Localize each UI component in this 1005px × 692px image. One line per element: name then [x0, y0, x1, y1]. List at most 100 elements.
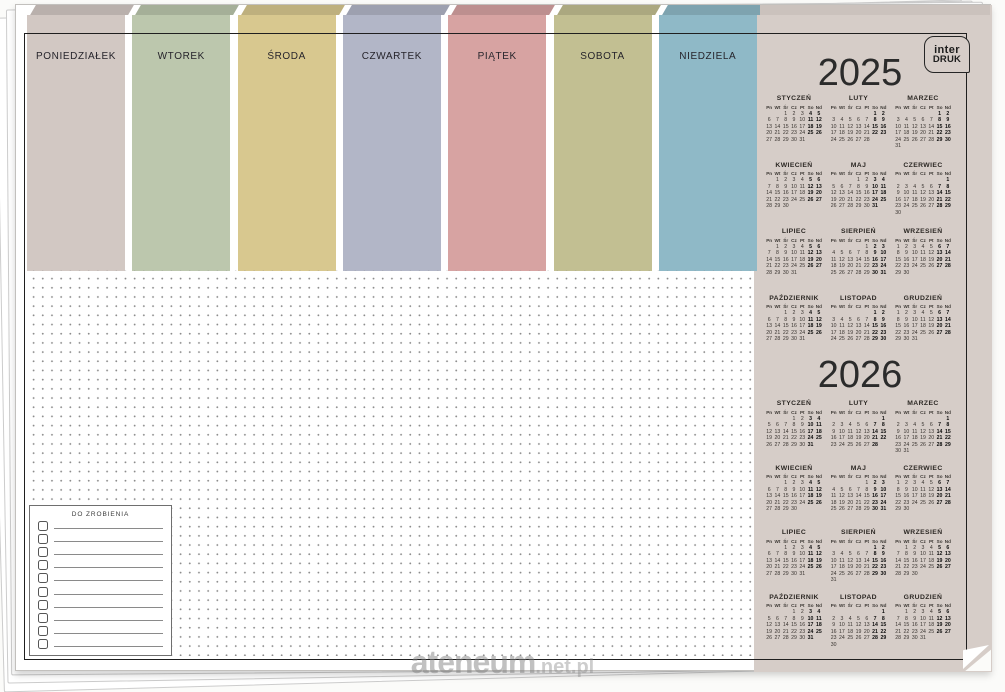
day-cell: 25 [839, 570, 845, 577]
day-cell: 12 [936, 615, 943, 622]
empty-day-cell [846, 177, 854, 184]
weekday-header-cell: So [807, 409, 814, 415]
month-day-grid: Pn Wt Śr Cz Pt So Nd 1 2 3 4 5 6 7 8 9 10 11 12 13 14 15 16 17 1… [830, 238, 888, 277]
weekday-header-cell: Nd [880, 237, 887, 243]
day-cell: 17 [911, 323, 918, 330]
todo-row [36, 625, 165, 638]
weekday-header-cell: Pn [895, 538, 902, 544]
mini-month: GRUDZIEŃ Pn Wt Śr Cz Pt So Nd 1 2 3 4 5 6 7 8 9 10 11 12 13 1… [894, 594, 952, 659]
day-cell: 10 [903, 428, 910, 435]
day-cell: 20 [936, 323, 943, 330]
day-cell: 18 [807, 323, 814, 330]
day-cell: 25 [799, 196, 806, 203]
day-cell: 15 [791, 622, 797, 629]
todo-write-line [54, 619, 163, 621]
day-cell: 6 [865, 615, 869, 622]
day-cell: 25 [807, 564, 814, 571]
day-cell: 20 [766, 130, 773, 137]
day-cell: 20 [766, 499, 773, 506]
todo-checkbox [38, 586, 48, 597]
day-cell: 3 [913, 310, 917, 316]
day-cell: 7 [848, 183, 852, 190]
day-cell: 29 [895, 269, 902, 276]
weekday-header-cell: Nd [815, 474, 822, 479]
day-cell: 8 [784, 551, 788, 558]
weekday-header-cell: Pt [864, 237, 870, 243]
day-cell: 17 [911, 256, 918, 263]
weekday-header-cell: Śr [847, 409, 853, 415]
day-cell: 26 [928, 329, 935, 336]
day-cell: 17 [799, 323, 806, 330]
empty-day-cell [894, 545, 902, 552]
day-cell: 9 [873, 486, 877, 493]
desk-pad-sheet: inter DRUK 2025 STYCZEŃ Pn Wt Śr Cz Pt So Nd 1 2 3 4… [15, 4, 992, 672]
empty-day-cell [830, 310, 838, 317]
day-cell: 18 [839, 564, 845, 571]
day-cell: 27 [766, 136, 773, 143]
day-cell: 9 [913, 615, 917, 622]
weekday-header-cell: Nd [815, 409, 822, 415]
day-column-4: CZWARTEK [342, 15, 441, 271]
day-cell: 20 [839, 196, 845, 203]
day-cell: 11 [839, 557, 845, 564]
weekday-header-cell: Pn [895, 171, 902, 176]
interdruk-logo: inter DRUK [924, 36, 970, 73]
day-cell: 1 [896, 480, 900, 486]
weekday-header-cell: Pt [864, 171, 870, 176]
todo-checkbox [38, 599, 48, 610]
top-edge-segment [451, 5, 556, 15]
day-cell: 3 [800, 544, 804, 551]
day-cell: 25 [839, 336, 845, 343]
day-cell: 8 [881, 615, 885, 622]
weekday-header-cell: So [936, 538, 943, 544]
day-cell: 26 [839, 269, 845, 276]
day-cell: 15 [791, 428, 797, 435]
day-cell: 6 [767, 117, 771, 124]
weekday-header-cell: Pn [895, 409, 902, 415]
empty-day-cell [919, 416, 927, 423]
day-cell: 30 [791, 570, 797, 577]
weekday-header-cell: Śr [847, 237, 853, 243]
day-cell: 15 [895, 493, 902, 500]
todo-checkbox [38, 573, 48, 584]
empty-day-cell [894, 111, 902, 118]
day-cell: 4 [809, 310, 812, 316]
month-name: LIPIEC [781, 529, 807, 536]
weekday-header-cell: So [807, 104, 814, 110]
day-cell: 14 [863, 123, 870, 130]
empty-day-cell [838, 177, 846, 184]
month-day-grid: Pn Wt Śr Cz Pt So Nd 1 2 3 4 5 6 7 8 9 10 11 12 13 14 15 16 17 1… [765, 539, 823, 578]
mini-month: PAŹDZIERNIK Pn Wt Śr Cz Pt So Nd 1 2 3 4 5 6 7 8 9 10 11 12… [765, 594, 823, 659]
day-cell: 1 [784, 480, 788, 486]
day-cell: 6 [840, 183, 844, 190]
day-cell: 9 [792, 551, 796, 558]
weekday-header-cell: Cz [791, 237, 797, 243]
todo-checkbox [38, 612, 48, 623]
day-cell: 15 [782, 557, 789, 564]
empty-day-cell [846, 111, 854, 118]
day-cell: 23 [895, 203, 902, 210]
day-cell: 8 [784, 316, 788, 323]
empty-day-cell [830, 111, 838, 118]
day-cell: 16 [944, 123, 951, 130]
empty-day-cell [846, 244, 854, 251]
day-cell: 1 [792, 609, 796, 615]
top-edge-segment [240, 5, 345, 15]
weekday-header-cell: Wt [774, 237, 781, 243]
day-cell: 6 [938, 480, 941, 486]
weekday-header-cell: Pt [799, 104, 805, 110]
day-cell: 31 [830, 577, 837, 584]
day-cell: 22 [944, 435, 951, 442]
weekday-header-cell: Wt [903, 304, 910, 309]
weekday-header-cell: Nd [944, 474, 951, 479]
day-cell: 15 [880, 428, 887, 435]
weekday-header-cell: Śr [912, 409, 918, 415]
day-cell: 25 [807, 499, 814, 506]
empty-day-cell [846, 310, 854, 317]
day-cell: 3 [904, 422, 908, 429]
weekday-header-cell: Pt [928, 304, 934, 309]
day-cell: 31 [807, 441, 814, 448]
day-cell: 7 [767, 183, 771, 190]
weekday-header-cell: Pn [830, 304, 837, 309]
day-cell: 20 [766, 329, 773, 336]
